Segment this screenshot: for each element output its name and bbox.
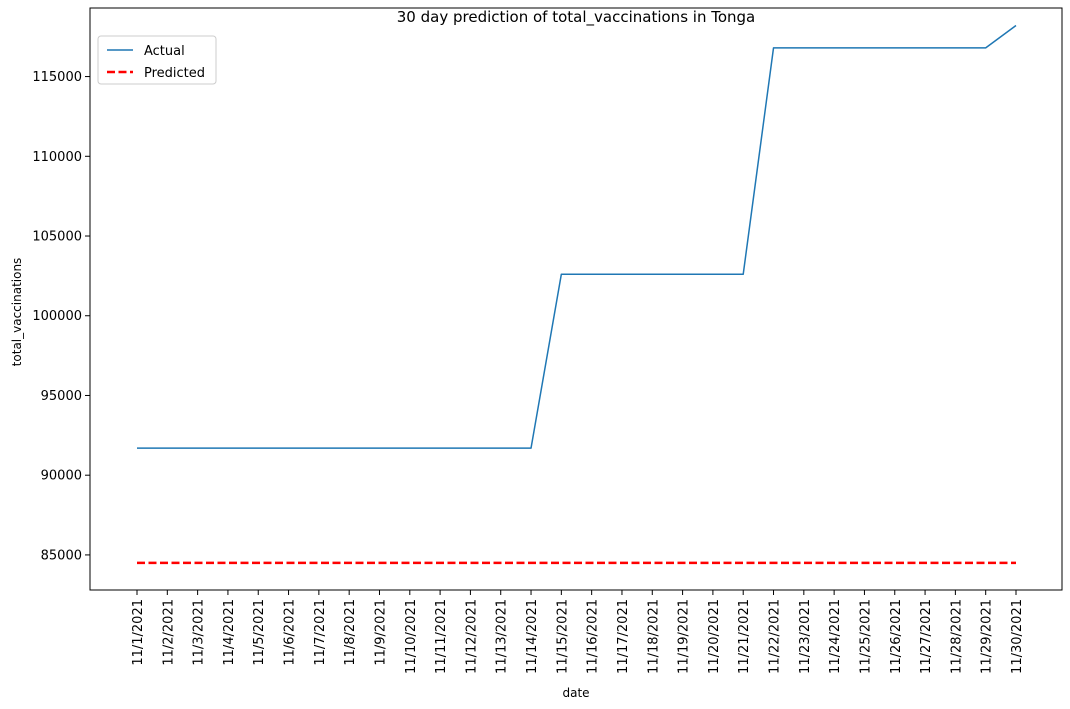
- x-tick-label-11-15-2021: 11/15/2021: [555, 599, 570, 674]
- chart-title: 30 day prediction of total_vaccinations …: [397, 8, 755, 27]
- legend-actual-label: Actual: [144, 44, 185, 59]
- x-tick-label-11-13-2021: 11/13/2021: [495, 599, 510, 674]
- y-tick-label-95000: 95000: [41, 389, 82, 404]
- series-line-actual: [137, 24, 1017, 449]
- legend-predicted-label: Predicted: [144, 66, 205, 81]
- x-tick-label-11-28-2021: 11/28/2021: [949, 599, 964, 674]
- x-tick-label-11-18-2021: 11/18/2021: [646, 599, 661, 674]
- x-tick-label-11-11-2021: 11/11/2021: [434, 599, 449, 674]
- x-tick-label-11-21-2021: 11/21/2021: [737, 599, 752, 674]
- x-tick-label-11-4-2021: 11/4/2021: [222, 599, 237, 666]
- x-tick-label-11-22-2021: 11/22/2021: [768, 599, 783, 674]
- x-tick-label-11-29-2021: 11/29/2021: [980, 599, 995, 674]
- x-tick-label-11-24-2021: 11/24/2021: [828, 599, 843, 674]
- legend-box: [97, 35, 217, 85]
- x-tick-label-11-17-2021: 11/17/2021: [616, 599, 631, 674]
- y-tick-label-115000: 115000: [32, 70, 82, 85]
- x-tick-label-11-8-2021: 11/8/2021: [343, 599, 358, 666]
- x-tick-label-11-3-2021: 11/3/2021: [192, 599, 207, 666]
- x-tick-label-11-30-2021: 11/30/2021: [1010, 599, 1025, 674]
- x-tick-label-11-10-2021: 11/10/2021: [404, 599, 419, 674]
- plot-frame: [89, 7, 1063, 591]
- x-axis: 11/1/2021 11/2/2021 11/3/2021 11/4/2021 11/5…: [131, 590, 1025, 674]
- x-tick-label-11-2-2021: 11/2/2021: [161, 599, 176, 666]
- x-tick-label-11-9-2021: 11/9/2021: [373, 599, 388, 666]
- x-tick-label-11-27-2021: 11/27/2021: [919, 599, 934, 674]
- y-tick-label-105000: 105000: [32, 230, 82, 245]
- x-tick-label-11-16-2021: 11/16/2021: [586, 599, 601, 674]
- y-tick-label-85000: 85000: [41, 548, 82, 563]
- x-tick-label-11-7-2021: 11/7/2021: [313, 599, 328, 666]
- y-tick-label-100000: 100000: [32, 309, 82, 324]
- x-tick-label-11-25-2021: 11/25/2021: [858, 599, 873, 674]
- legend: Actual Predicted: [97, 35, 217, 85]
- x-tick-label-11-12-2021: 11/12/2021: [464, 599, 479, 674]
- y-axis: 85000 90000 95000 100000 105000 110000 115000: [32, 70, 90, 563]
- x-tick-label-11-23-2021: 11/23/2021: [798, 599, 813, 674]
- x-tick-label-11-1-2021: 11/1/2021: [131, 599, 146, 666]
- y-axis-label: total_vaccinations: [10, 258, 24, 367]
- x-tick-label-11-26-2021: 11/26/2021: [889, 599, 904, 674]
- y-tick-label-110000: 110000: [32, 150, 82, 165]
- x-tick-label-11-20-2021: 11/20/2021: [707, 599, 722, 674]
- x-tick-label-11-6-2021: 11/6/2021: [283, 599, 298, 666]
- x-tick-label-11-5-2021: 11/5/2021: [252, 599, 267, 666]
- y-tick-label-90000: 90000: [41, 469, 82, 484]
- x-axis-label: date: [562, 686, 589, 700]
- x-tick-label-11-14-2021: 11/14/2021: [525, 599, 540, 674]
- x-tick-label-11-19-2021: 11/19/2021: [677, 599, 692, 674]
